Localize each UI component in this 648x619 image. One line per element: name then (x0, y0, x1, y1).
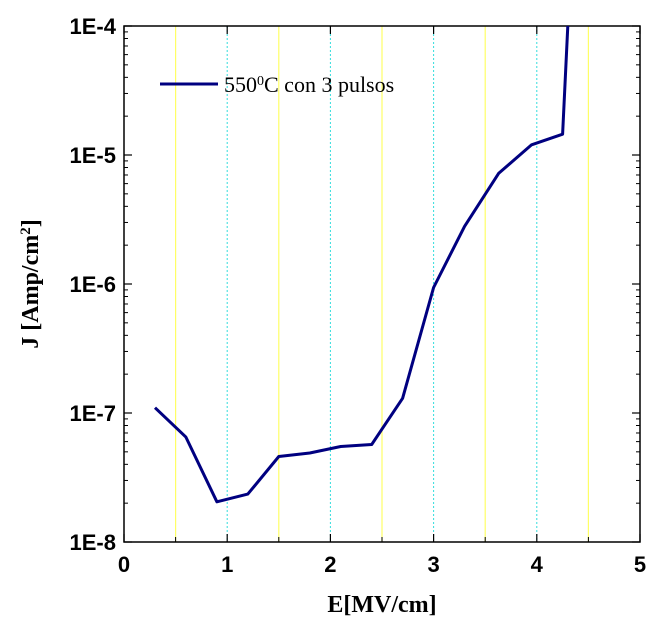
series-line (153, 25, 570, 504)
y-tick-label: 1E-6 (70, 272, 116, 297)
legend-label-sup: 0 (257, 74, 264, 89)
legend-label: 5500C con 3 pulsos (224, 72, 394, 97)
y-tick-label: 1E-8 (70, 530, 116, 555)
x-axis-label: E[MV/cm] (327, 592, 436, 618)
legend-label-rest: C con 3 pulsos (264, 72, 394, 97)
series-layer (153, 25, 570, 504)
x-tick-label: 1 (221, 552, 233, 577)
x-tick-label: 2 (324, 552, 336, 577)
x-tick-label: 5 (634, 552, 646, 577)
x-tick-label: 4 (531, 552, 544, 577)
grid-lines (175, 26, 590, 542)
y-tick-label: 1E-4 (70, 14, 117, 39)
y-axis-label-sup: 2 (18, 227, 34, 235)
y-axis-label-end: ] (18, 219, 44, 227)
y-axis-label-main: J [Amp/cm (18, 235, 44, 349)
x-tick-label: 0 (118, 552, 130, 577)
x-tick-label: 3 (427, 552, 439, 577)
y-axis-label: J [Amp/cm2] (18, 219, 44, 348)
legend-label-main: 550 (224, 72, 257, 97)
axis-ticks: 0 1 2 3 4 5 1E-8 1E-7 1E-6 1E-5 1E-4 (70, 14, 647, 577)
legend: 5500C con 3 pulsos (160, 72, 394, 97)
y-tick-label: 1E-7 (70, 401, 116, 426)
y-tick-label: 1E-5 (70, 143, 116, 168)
